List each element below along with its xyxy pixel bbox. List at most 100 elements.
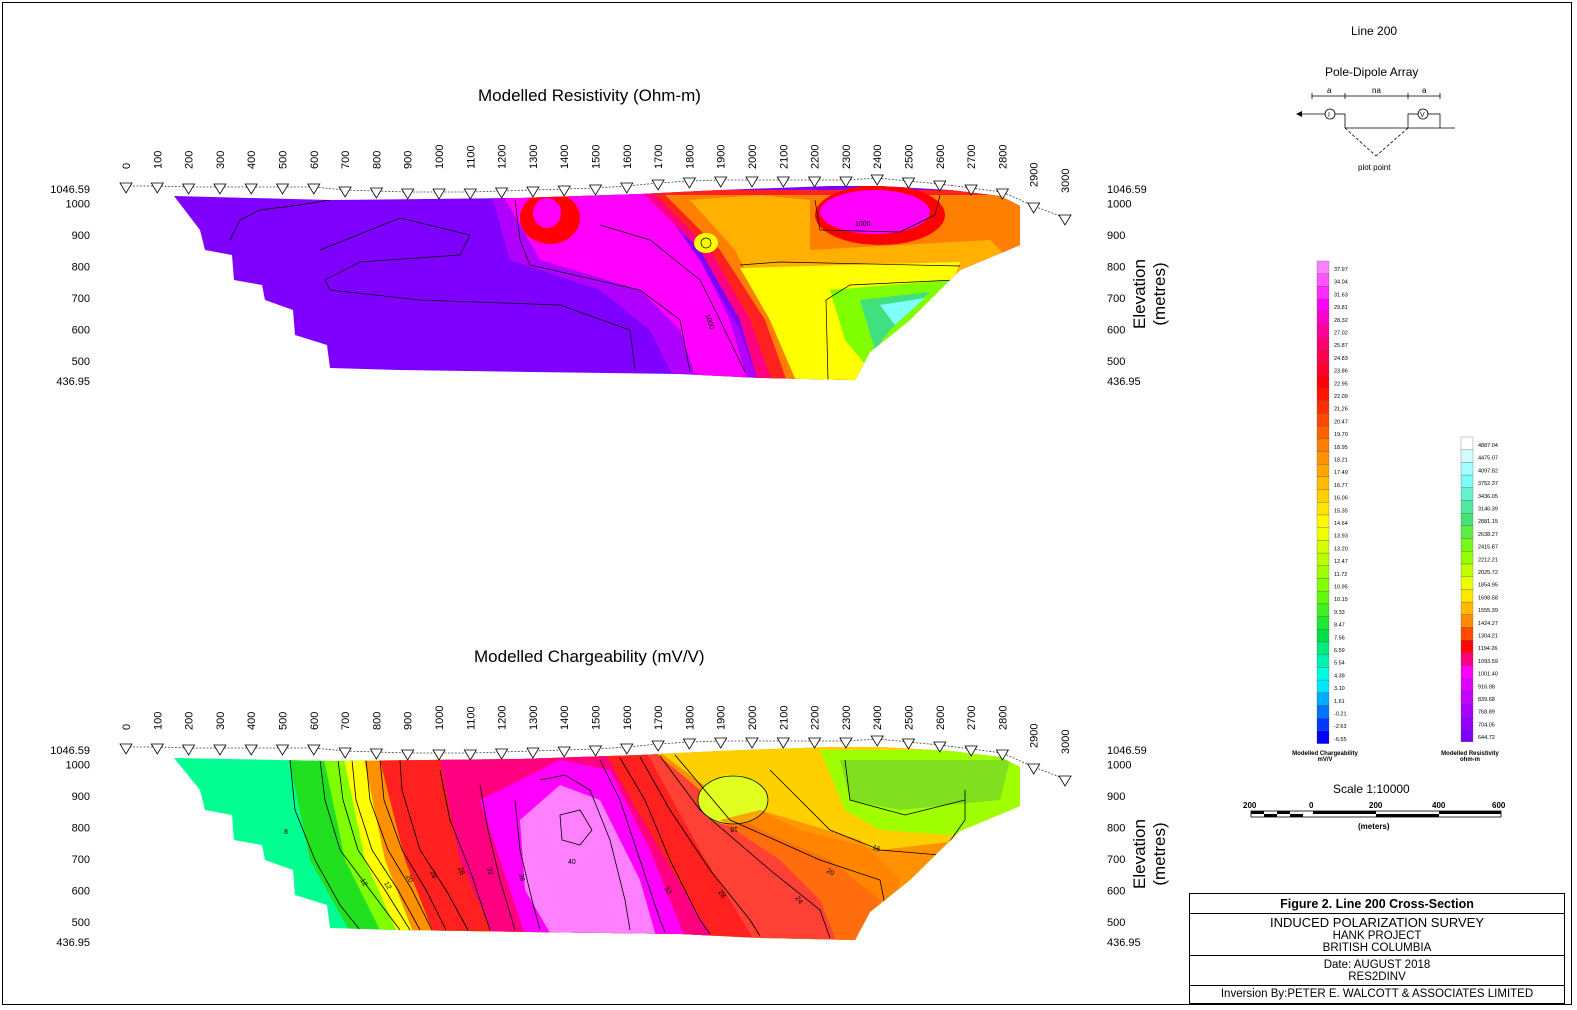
legend-value: 23.86 bbox=[1334, 369, 1348, 375]
x-tick-label: 800 bbox=[371, 151, 383, 169]
electrode-marker bbox=[588, 184, 603, 196]
legend-value: 22.95 bbox=[1334, 381, 1348, 387]
x-tick-label: 1100 bbox=[465, 706, 477, 730]
legend-value: 1093.59 bbox=[1478, 659, 1498, 665]
array-label-a1: a bbox=[1327, 86, 1332, 95]
scale-tick: 200 bbox=[1369, 801, 1383, 810]
scale-unit: (meters) bbox=[1358, 822, 1390, 831]
legend-swatch bbox=[1460, 589, 1474, 603]
contour-label: 28 bbox=[456, 866, 465, 876]
x-tick-label: 100 bbox=[152, 151, 164, 169]
x-tick-label: 2500 bbox=[904, 145, 916, 169]
legend-value: 2638.27 bbox=[1478, 532, 1498, 538]
y-tick-label-left: 500 bbox=[72, 917, 90, 929]
legend-swatch bbox=[1460, 487, 1474, 501]
legend-value: 4887.04 bbox=[1478, 443, 1498, 449]
chargeability-legend: 37.97 34.04 31.63 29.81 28.32 27.02 25.87 24.83… bbox=[1316, 260, 1348, 744]
array-title: Pole-Dipole Array bbox=[1325, 65, 1419, 79]
legend-value: 13.93 bbox=[1334, 534, 1348, 540]
x-tick-label: 600 bbox=[309, 151, 321, 169]
x-tick-label: 2500 bbox=[904, 706, 916, 730]
legend-swatch bbox=[1316, 552, 1330, 566]
legend-value: 16.06 bbox=[1334, 496, 1348, 502]
x-tick-label: 3000 bbox=[1060, 730, 1072, 754]
x-tick-label: 300 bbox=[215, 712, 227, 730]
legend-value: 24.83 bbox=[1334, 356, 1348, 362]
electrode-marker bbox=[526, 747, 540, 759]
legend-value: 2212.21 bbox=[1478, 557, 1498, 563]
x-tick-label: 2000 bbox=[747, 706, 759, 730]
electrode-marker bbox=[307, 183, 321, 195]
legend-value: 16.77 bbox=[1334, 483, 1348, 489]
y-tick-label-left: 900 bbox=[72, 791, 90, 803]
contour-label: 8 bbox=[284, 829, 288, 836]
x-tick-label: 1800 bbox=[684, 706, 696, 730]
inversion-credit: Inversion By:PETER E. WALCOTT & ASSOCIAT… bbox=[1220, 988, 1534, 1000]
contour-label: 20 bbox=[404, 874, 414, 884]
survey-name: INDUCED POLARIZATION SURVEY bbox=[1269, 915, 1485, 930]
y-tick-label-right: 900 bbox=[1107, 230, 1125, 242]
electrode-marker bbox=[901, 177, 916, 189]
y-tick-label-right: 1000 bbox=[1107, 760, 1131, 772]
electrode-marker bbox=[307, 744, 321, 756]
x-tick-label: 0 bbox=[121, 163, 133, 169]
legend-swatch bbox=[1316, 298, 1330, 312]
y-tick-label-left: 436.95 bbox=[56, 376, 90, 388]
y-tick-label-left: 500 bbox=[72, 356, 90, 368]
scale-bar: 200 0 200 400 600 (meters) bbox=[1243, 801, 1506, 831]
legend-swatch bbox=[1460, 538, 1474, 552]
x-tick-label: 2400 bbox=[872, 145, 884, 169]
contour-label: 1000 bbox=[855, 221, 871, 228]
x-tick-label: 1500 bbox=[591, 145, 603, 169]
electrode-marker bbox=[244, 183, 258, 195]
x-tick-label: 1700 bbox=[653, 706, 665, 730]
electrode-marker bbox=[995, 749, 1010, 761]
software: RES2DINV bbox=[1348, 971, 1406, 983]
y-tick-label-left: 1046.59 bbox=[50, 184, 90, 196]
resistivity-legend: 4887.04 4475.07 4097.82 3752.37 3436.05 3146.… bbox=[1460, 436, 1498, 742]
legend-swatch bbox=[1460, 525, 1474, 539]
legend-value: 20.47 bbox=[1334, 419, 1348, 425]
legend-swatch bbox=[1316, 362, 1330, 376]
x-tick-label: 200 bbox=[184, 151, 196, 169]
legend-value: -0.21 bbox=[1334, 712, 1347, 718]
legend-value: 916.98 bbox=[1478, 684, 1495, 690]
electrode-marker bbox=[620, 182, 634, 194]
line-title: Line 200 bbox=[1351, 24, 1398, 38]
legend-swatch bbox=[1316, 718, 1330, 732]
electrode-marker bbox=[275, 744, 290, 756]
legend-swatch bbox=[1316, 413, 1330, 427]
legend-value: 1304.21 bbox=[1478, 634, 1498, 640]
electrode-marker bbox=[933, 180, 947, 192]
electrode-marker bbox=[369, 187, 384, 199]
legend-swatch bbox=[1316, 464, 1330, 478]
resistivity-title: Modelled Resistivity (Ohm-m) bbox=[478, 86, 701, 105]
x-tick-label: 400 bbox=[246, 712, 258, 730]
chargeability-title: Modelled Chargeability (mV/V) bbox=[474, 647, 705, 666]
legend-value: 17.49 bbox=[1334, 470, 1348, 476]
electrode-marker bbox=[338, 186, 352, 198]
x-tick-label: 1000 bbox=[434, 145, 446, 169]
legend-swatch bbox=[1460, 601, 1474, 615]
x-tick-label: 200 bbox=[184, 712, 196, 730]
legend-swatch bbox=[1316, 425, 1330, 439]
legend-swatch bbox=[1316, 667, 1330, 681]
y-tick-label-right: 1046.59 bbox=[1107, 745, 1147, 757]
resistivity-legend-title: Modelled Resistivity ohm-m bbox=[1441, 751, 1499, 763]
date-info: Date: AUGUST 2018 RES2DINV bbox=[1190, 956, 1564, 986]
legend-swatch bbox=[1316, 692, 1330, 706]
electrode-marker bbox=[745, 737, 759, 749]
x-tick-label: 2200 bbox=[810, 706, 822, 730]
electrode-marker bbox=[369, 748, 384, 760]
legend-value: 18.95 bbox=[1334, 445, 1348, 451]
legend-value: 1001.40 bbox=[1478, 672, 1498, 678]
legend-swatch bbox=[1316, 514, 1330, 528]
electrode-marker bbox=[870, 174, 884, 186]
y-tick-label-left: 436.95 bbox=[56, 937, 90, 949]
y-tick-label-right: 600 bbox=[1107, 886, 1125, 898]
y-tick-label-left: 1046.59 bbox=[50, 745, 90, 757]
legend-swatch bbox=[1460, 513, 1474, 527]
legend-swatch bbox=[1460, 678, 1474, 692]
legend-value: 3436.05 bbox=[1478, 494, 1498, 500]
x-tick-label: 500 bbox=[278, 712, 290, 730]
